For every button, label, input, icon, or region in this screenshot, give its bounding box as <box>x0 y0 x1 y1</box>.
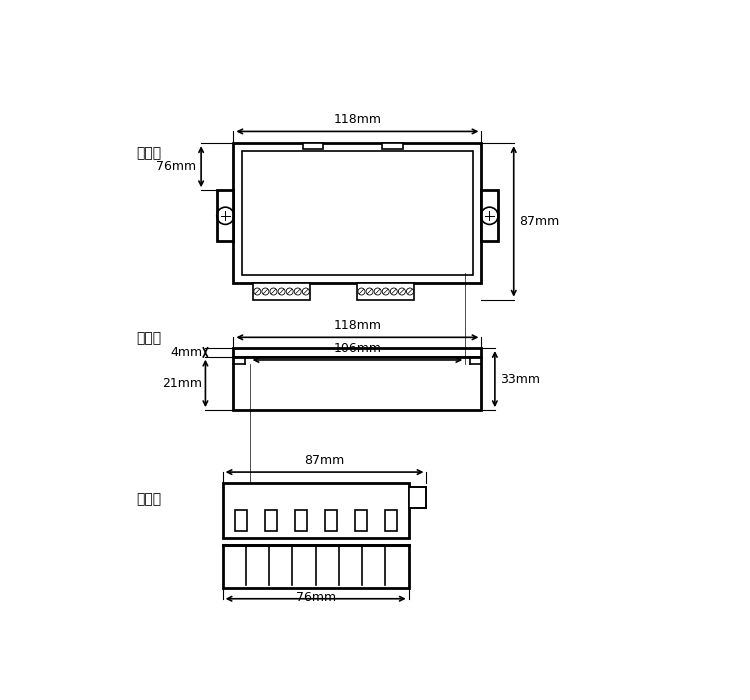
Bar <box>295 510 307 531</box>
Bar <box>325 510 337 531</box>
Bar <box>254 284 310 300</box>
Bar <box>303 144 323 148</box>
Text: 118mm: 118mm <box>334 319 382 332</box>
Bar <box>233 348 482 357</box>
Bar <box>217 190 233 241</box>
Bar <box>242 151 473 275</box>
Text: 106mm: 106mm <box>334 342 382 355</box>
Bar <box>482 190 497 241</box>
Text: 118mm: 118mm <box>334 113 382 126</box>
Bar <box>409 487 427 508</box>
Bar <box>358 284 414 300</box>
Text: 87mm: 87mm <box>519 215 560 228</box>
Bar <box>265 510 277 531</box>
Bar <box>233 357 482 410</box>
Text: 4mm: 4mm <box>170 346 202 359</box>
Bar <box>355 510 367 531</box>
Bar <box>385 510 397 531</box>
Text: 76mm: 76mm <box>296 591 336 604</box>
Text: 俯视图: 俯视图 <box>136 146 161 160</box>
Text: 33mm: 33mm <box>500 372 540 386</box>
Bar <box>233 144 482 284</box>
Bar <box>223 483 409 538</box>
Text: 87mm: 87mm <box>304 454 345 467</box>
Bar <box>382 144 403 148</box>
Text: 76mm: 76mm <box>155 160 196 173</box>
Text: 背视图: 背视图 <box>136 331 161 345</box>
Bar <box>235 510 247 531</box>
Bar <box>223 545 409 588</box>
Text: 侧视图: 侧视图 <box>136 492 161 506</box>
Text: 21mm: 21mm <box>162 377 202 390</box>
